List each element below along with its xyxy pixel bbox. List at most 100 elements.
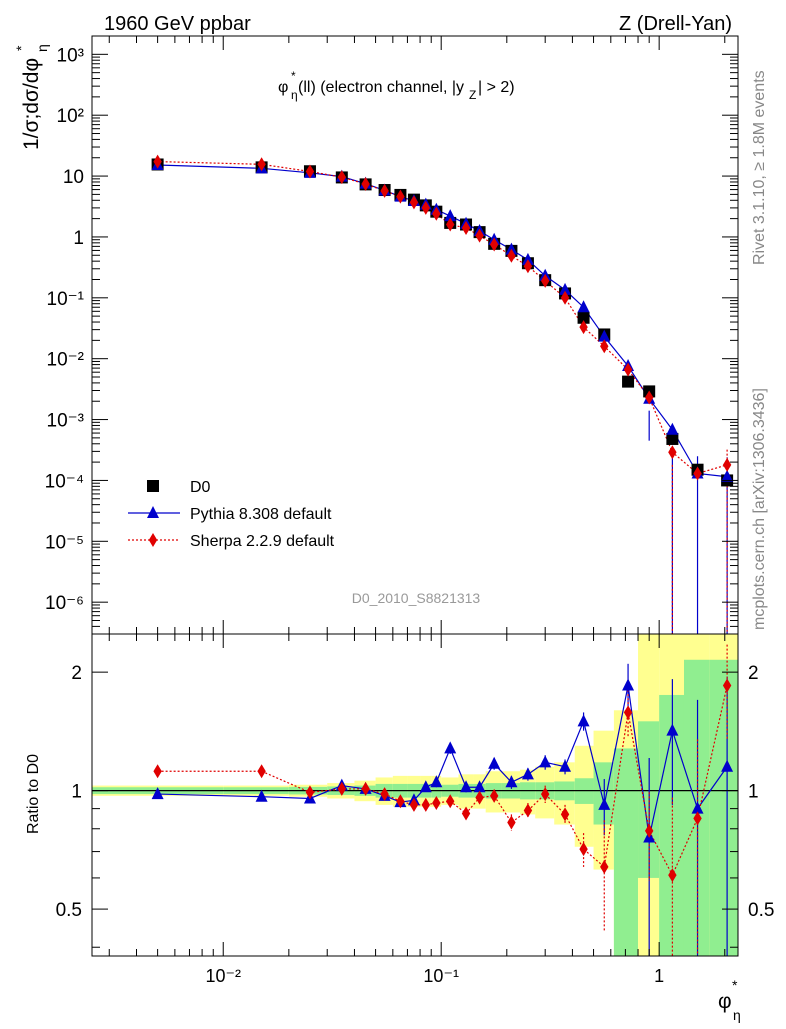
ratio-data-marks bbox=[151, 644, 734, 956]
sherpa-ratio-point bbox=[523, 803, 533, 818]
sherpa-ratio-point bbox=[540, 787, 550, 802]
y-tick-label: 10⁻¹ bbox=[47, 289, 85, 310]
sherpa-point bbox=[668, 445, 677, 460]
sherpa-point bbox=[722, 457, 732, 472]
pythia-point bbox=[444, 209, 457, 222]
title-tail: | > 2) bbox=[478, 79, 515, 96]
main-axes: 10⁻⁶ 10⁻⁵ 10⁻⁴ 10⁻³ 10⁻² 10⁻¹ 1 10 10² 10³ bbox=[45, 35, 738, 635]
side-label-bottom: mcplots.cern.ch [arXiv:1306.3436] bbox=[751, 388, 768, 630]
sherpa-point bbox=[489, 237, 499, 252]
pythia-ratio-point bbox=[521, 767, 534, 780]
pythia-ratio-point bbox=[444, 741, 457, 754]
sherpa-ratio-point bbox=[153, 764, 162, 779]
sherpa-line bbox=[157, 160, 728, 475]
y-axis-label-ratio: Ratio to D0 bbox=[25, 754, 42, 834]
pythia-point bbox=[666, 422, 679, 435]
band-green bbox=[659, 694, 684, 956]
pythia-point bbox=[559, 282, 572, 295]
xlabel-eta: η bbox=[733, 1007, 741, 1023]
title-text: (ll) (electron channel, |y bbox=[298, 79, 464, 96]
pythia-ratio-point bbox=[151, 787, 164, 800]
legend-label: Sherpa 2.2.9 default bbox=[190, 533, 335, 550]
ylabel-star: * bbox=[13, 45, 29, 51]
sherpa-ratio-point bbox=[337, 781, 347, 796]
x-tick-label: 1 bbox=[654, 966, 664, 986]
side-label-top: Rivet 3.1.10, ≥ 1.8M events bbox=[751, 70, 768, 265]
band-green bbox=[709, 659, 738, 956]
x-tick-label: 10⁻¹ bbox=[423, 966, 459, 986]
sherpa-point bbox=[623, 362, 633, 377]
sherpa-point bbox=[461, 221, 471, 236]
sherpa-ratio-point bbox=[693, 811, 702, 826]
band-green bbox=[613, 748, 639, 956]
ratio-band-area bbox=[92, 634, 738, 956]
sherpa-point bbox=[644, 390, 654, 405]
title-eta: η bbox=[291, 88, 298, 102]
y-tick-label: 1 bbox=[71, 782, 82, 803]
y-tick-label: 10⁻³ bbox=[47, 411, 85, 432]
sherpa-point bbox=[579, 320, 588, 335]
y-tick-label: 2 bbox=[71, 663, 82, 684]
sherpa-point bbox=[153, 154, 162, 169]
title-phi: φ bbox=[278, 79, 288, 96]
pythia-ratio-point bbox=[539, 755, 552, 768]
legend-label: Pythia 8.308 default bbox=[190, 506, 332, 523]
pythia-point bbox=[577, 300, 590, 313]
sherpa-point bbox=[380, 183, 389, 198]
y-tick-label: 10⁻² bbox=[47, 350, 85, 371]
xlabel-star: * bbox=[732, 977, 738, 993]
sherpa-ratio-point bbox=[361, 781, 370, 796]
y-tick-label: 1 bbox=[73, 228, 84, 249]
legend-swatch bbox=[148, 533, 158, 547]
y-tick-label: 10⁻⁵ bbox=[45, 532, 84, 553]
sherpa-ratio-point bbox=[507, 815, 516, 830]
pythia-ratio-point bbox=[622, 678, 635, 691]
header-right: Z (Drell-Yan) bbox=[619, 13, 732, 35]
sherpa-point bbox=[560, 290, 570, 305]
sherpa-point bbox=[523, 259, 533, 274]
pythia-ratio-point bbox=[691, 801, 704, 814]
sherpa-ratio-point bbox=[380, 787, 389, 802]
sherpa-ratio-point bbox=[421, 797, 431, 812]
sherpa-ratio-point bbox=[446, 794, 455, 809]
sherpa-ratio-point bbox=[600, 859, 609, 874]
sherpa-point bbox=[257, 157, 266, 172]
y-tick-label-right: 2 bbox=[748, 663, 759, 684]
title-sub-z: Z bbox=[469, 88, 476, 102]
pythia-ratio-point bbox=[666, 723, 679, 736]
pythia-ratio-point bbox=[488, 756, 501, 769]
legend-label: D0 bbox=[190, 479, 211, 496]
sherpa-point bbox=[507, 248, 516, 263]
y-tick-label: 10³ bbox=[57, 45, 84, 66]
pythia-ratio-point bbox=[473, 780, 486, 793]
pythia-ratio-point bbox=[505, 775, 518, 788]
xlabel-phi: φ bbox=[718, 990, 732, 1013]
ylabel-text: 1/σ;dσ/dφ bbox=[20, 58, 43, 150]
sherpa-ratio-point bbox=[461, 806, 471, 821]
pythia-ratio-point bbox=[430, 775, 443, 788]
x-axis-label: φ * η bbox=[718, 977, 741, 1023]
sherpa-point bbox=[600, 339, 609, 354]
sherpa-ratio-point bbox=[489, 788, 499, 803]
y-tick-label-right: 0.5 bbox=[748, 900, 774, 921]
sherpa-ratio-point bbox=[475, 790, 484, 805]
main-frame bbox=[91, 35, 739, 635]
sherpa-ratio-point bbox=[396, 794, 405, 809]
sherpa-ratio-point bbox=[409, 797, 419, 812]
sherpa-point bbox=[446, 217, 455, 232]
pythia-ratio-point bbox=[721, 759, 734, 772]
legend: D0 Pythia 8.308 default Sherpa 2.2.9 defau… bbox=[128, 479, 335, 550]
sherpa-point bbox=[432, 206, 441, 221]
x-tick-label: 10⁻² bbox=[205, 966, 241, 986]
sherpa-ratio-point bbox=[560, 807, 570, 822]
d0-point bbox=[622, 375, 635, 388]
sherpa-point bbox=[361, 177, 370, 192]
analysis-watermark: D0_2010_S8821313 bbox=[352, 590, 481, 606]
y-axis-label-main: 1/σ;dσ/dφ * η bbox=[13, 44, 50, 150]
pythia-point bbox=[505, 242, 518, 255]
y-tick-label-right: 1 bbox=[748, 782, 759, 803]
sherpa-ratio-point bbox=[668, 868, 677, 883]
sherpa-point bbox=[409, 195, 419, 210]
